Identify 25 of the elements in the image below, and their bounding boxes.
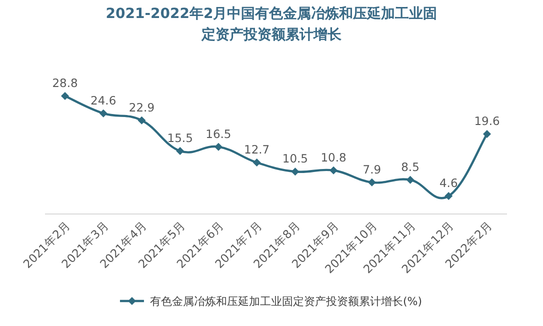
point	[176, 146, 184, 155]
point	[214, 142, 222, 151]
point	[444, 192, 453, 200]
data-label: 16.5	[206, 126, 232, 141]
point	[252, 158, 261, 167]
data-label: 22.9	[128, 100, 155, 114]
data-label: 8.5	[401, 160, 420, 174]
point	[61, 92, 69, 100]
point	[138, 116, 146, 124]
point	[330, 166, 338, 174]
point	[406, 176, 414, 184]
data-label: 19.6	[474, 114, 500, 128]
data-label: 24.6	[90, 93, 116, 108]
point	[483, 130, 491, 138]
point	[368, 178, 376, 186]
data-label: 12.7	[244, 142, 270, 157]
chart-title: 2021-2022年2月中国有色金属冶炼和压延加工业固定资产投资额累计增长	[104, 5, 438, 45]
data-label: 28.8	[52, 76, 78, 90]
data-label: 10.5	[282, 152, 308, 166]
data-label: 15.5	[167, 130, 193, 145]
data-label: 4.6	[439, 176, 458, 190]
data-label: 7.9	[362, 162, 382, 176]
data-label: 10.8	[320, 150, 346, 164]
point	[99, 109, 108, 118]
point	[291, 168, 300, 176]
